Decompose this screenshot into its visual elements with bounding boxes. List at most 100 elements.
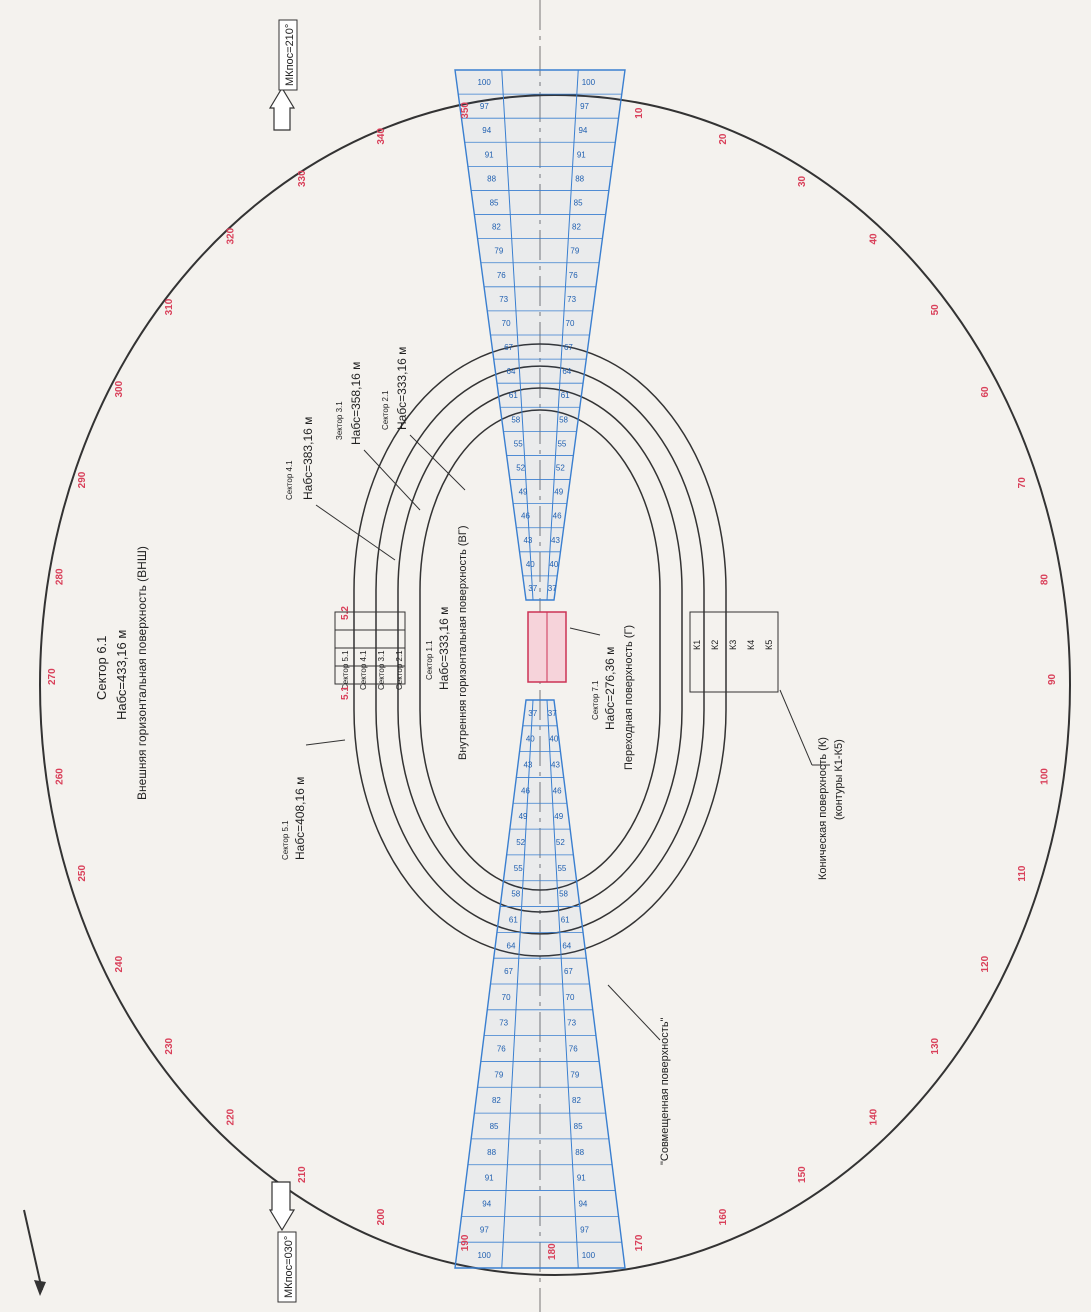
approach-label: 82 xyxy=(572,223,581,232)
approach-label: 70 xyxy=(502,993,511,1002)
approach-label: 79 xyxy=(494,247,503,256)
inner-surface-rings xyxy=(353,343,727,957)
approach-label: 94 xyxy=(482,1199,491,1208)
sector-7-1-height: Набс=276,36 м xyxy=(603,647,617,730)
sector-6-1-height: Набс=433,16 м xyxy=(114,630,129,720)
mk-top-label: МКпос=210° xyxy=(284,24,296,86)
approach-label: 64 xyxy=(562,941,571,950)
outer-mark: 20 xyxy=(718,133,729,145)
outer-mark: 170 xyxy=(634,1234,645,1251)
k3-label: К3 xyxy=(728,640,738,650)
approach-label: 43 xyxy=(551,761,560,770)
sector-1-1-height: Набс=333,16 м xyxy=(437,607,451,690)
outer-mark: 290 xyxy=(77,471,88,488)
approach-label: 73 xyxy=(499,295,508,304)
approach-surface-1: 37 37 40 40 43 43 46 46 49 49 52 52 55 55 58 58 61 61 64 64… xyxy=(454,69,626,601)
approach-label: 97 xyxy=(580,102,589,111)
outer-horizontal-surface-boundary xyxy=(39,94,1071,1276)
outer-mark: 100 xyxy=(1039,768,1050,785)
approach-label: 40 xyxy=(549,735,558,744)
sector-6-1-surface: Внешняя горизонтальная поверхность (ВНШ) xyxy=(135,546,149,800)
approach-label: 52 xyxy=(556,838,565,847)
approach-label: 52 xyxy=(556,464,565,473)
outer-mark: 40 xyxy=(868,233,879,245)
approach-label: 52 xyxy=(516,838,525,847)
approach-label: 40 xyxy=(526,735,535,744)
sector-4-1-height: Набс=383,16 м xyxy=(301,417,315,500)
approach-label: 85 xyxy=(490,1122,499,1131)
approach-label: 61 xyxy=(509,915,518,924)
outer-mark: 220 xyxy=(226,1108,237,1125)
outer-mark: 70 xyxy=(1017,477,1028,489)
k4-label: К4 xyxy=(746,640,756,650)
approach-label: 61 xyxy=(561,915,570,924)
approach-label: 46 xyxy=(553,786,562,795)
sector-5-1-height: Набс=408,16 м xyxy=(293,777,307,860)
approach-label: 76 xyxy=(497,271,506,280)
sector-3-1-title: Зектор 3.1 xyxy=(335,401,344,440)
sector-1-1-surface: Внутренняя горизонтальная поверхность (В… xyxy=(457,526,469,761)
approach-label: 79 xyxy=(570,1070,579,1079)
legend-cell-3: Сектор 3.1 xyxy=(377,650,386,690)
outer-mark: 340 xyxy=(376,128,387,145)
approach-label: 58 xyxy=(559,890,568,899)
approach-label: 91 xyxy=(577,1174,586,1183)
approach-label: 58 xyxy=(559,415,568,424)
approach-label: 91 xyxy=(485,150,494,159)
approach-label: 94 xyxy=(578,126,587,135)
approach-label: 55 xyxy=(514,864,523,873)
approach-label: 67 xyxy=(564,967,573,976)
outer-circle-marks: 10 20 30 40 50 60 70 80 90 100 110 120 130 140 150 160 1… xyxy=(47,102,1058,1260)
k1-label: К1 xyxy=(692,640,702,650)
inner-ring-3 xyxy=(375,365,705,935)
combined-surface-title: "Совмещенная поверхность" xyxy=(659,1017,671,1165)
approach-label: 46 xyxy=(521,786,530,795)
combined-surface-label: "Совмещенная поверхность" xyxy=(607,984,671,1165)
outer-mark: 230 xyxy=(164,1037,175,1054)
outer-mark: 240 xyxy=(114,955,125,972)
approach-label: 76 xyxy=(569,271,578,280)
approach-label: 37 xyxy=(548,709,557,718)
outer-mark: 60 xyxy=(980,386,991,398)
legend-cell-2: Сектор 4.1 xyxy=(359,650,368,690)
outer-mark: 10 xyxy=(634,107,645,119)
approach-label: 94 xyxy=(482,126,491,135)
approach-label: 52 xyxy=(516,464,525,473)
sector-7-1-title: Сектор 7.1 xyxy=(591,680,600,720)
approach-label: 64 xyxy=(507,367,516,376)
approach-surfaces: 37 37 40 40 43 43 46 46 49 49 52 52 55 55 58 58 61 61 64 64… xyxy=(454,69,626,1269)
sector-1-1-title: Сектор 1.1 xyxy=(425,640,434,680)
approach-label: 64 xyxy=(507,941,516,950)
approach-label: 76 xyxy=(497,1045,506,1054)
approach-label: 67 xyxy=(564,343,573,352)
sector-7-1-label: Сектор 7.1 Набс=276,36 м Переходная пове… xyxy=(569,625,635,770)
sector-2-1-label: Сектор 2.1 Набс=333,16 м xyxy=(381,347,466,491)
outer-mark: 310 xyxy=(164,298,175,315)
approach-label: 49 xyxy=(519,812,528,821)
approach-label: 100 xyxy=(582,1251,596,1260)
outer-mark: 30 xyxy=(797,175,808,187)
approach-label: 85 xyxy=(574,1122,583,1131)
k2-label: К2 xyxy=(710,640,720,650)
approach-label: 70 xyxy=(566,993,575,1002)
approach-label: 79 xyxy=(494,1070,503,1079)
approach-label: 97 xyxy=(480,1225,489,1234)
outer-mark: 320 xyxy=(226,227,237,244)
outer-mark: 210 xyxy=(297,1166,308,1183)
conical-contour-table: К1 К2 К3 К4 К5 xyxy=(689,611,779,693)
outer-mark: 140 xyxy=(868,1108,879,1125)
outer-mark: 280 xyxy=(55,568,66,585)
approach-label: 70 xyxy=(566,319,575,328)
approach-label: 85 xyxy=(490,199,499,208)
approach-label: 58 xyxy=(511,890,520,899)
outer-mark: 90 xyxy=(1047,673,1058,685)
approach-label: 88 xyxy=(575,1148,584,1157)
approach-label: 43 xyxy=(551,536,560,545)
outer-mark: 270 xyxy=(47,668,58,685)
legend-cell-1: Сектор 5.1 xyxy=(341,650,350,690)
approach-label: 58 xyxy=(511,415,520,424)
legend-cell-4: Сектор 2.1 xyxy=(395,650,404,690)
approach-label: 100 xyxy=(582,78,596,87)
approach-label: 76 xyxy=(569,1045,578,1054)
sector-2-1-title: Сектор 2.1 xyxy=(381,390,390,430)
